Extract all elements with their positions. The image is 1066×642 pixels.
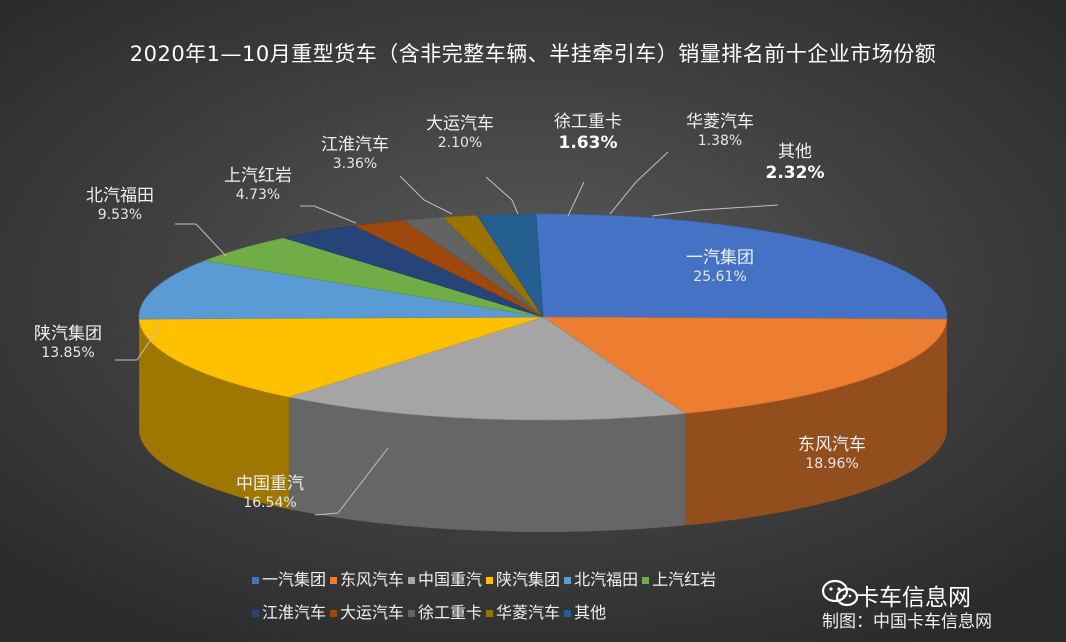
legend-item-大运汽车: 大运汽车 [330, 599, 404, 623]
legend-label: 大运汽车 [340, 603, 405, 622]
pie-side-中国重汽 [288, 397, 685, 532]
data-label-大运汽车: 大运汽车 2.10% [426, 114, 494, 153]
leader-line-江淮汽车 [399, 175, 453, 215]
leader-line-大运汽车 [485, 176, 519, 215]
legend-swatch [330, 577, 338, 584]
pie-side-陕汽集团 [139, 319, 289, 510]
data-label-value: 3.36% [332, 156, 378, 173]
legend-label: 东风汽车 [340, 570, 405, 589]
watermark: 卡车信息网 [856, 585, 971, 611]
data-label-name: 华菱汽车 [686, 112, 754, 132]
data-label-name: 一汽集团 [686, 248, 754, 268]
pie-slice-北汽福田 [138, 260, 544, 320]
data-label-value: 2.32% [765, 163, 825, 184]
legend-label: 其他 [574, 603, 607, 622]
data-label-一汽集团: 一汽集团 25.61% [686, 248, 754, 287]
legend-swatch [486, 577, 494, 584]
pie-slice-东风汽车 [542, 316, 948, 414]
leader-line-中国重汽 [314, 447, 389, 516]
pie-sides [139, 317, 947, 532]
legend-swatch [642, 577, 650, 584]
data-label-东风汽车: 东风汽车 18.96% [798, 435, 866, 474]
legend-item-中国重汽: 中国重汽 [408, 566, 482, 590]
legend-item-上汽红岩: 上汽红岩 [642, 566, 716, 590]
legend-label: 徐工重卡 [418, 603, 483, 622]
data-label-江淮汽车: 江淮汽车 3.36% [321, 135, 389, 174]
leader-line-上汽红岩 [300, 205, 357, 224]
data-label-name: 东风汽车 [798, 435, 866, 455]
legend-swatch [252, 610, 259, 617]
data-label-value: 13.85% [41, 345, 95, 362]
data-label-value: 4.73% [235, 187, 281, 204]
chart-title: 2020年1—10月重型货车（含非完整车辆、半挂牵引车）销量排名前十企业市场份额 [129, 42, 937, 66]
data-label-name: 徐工重卡 [554, 112, 622, 132]
data-label-北汽福田: 北汽福田 9.53% [86, 186, 154, 225]
data-label-name: 其他 [777, 142, 812, 162]
legend-item-陕汽集团: 陕汽集团 [486, 566, 560, 590]
data-label-value: 2.10% [437, 135, 483, 152]
pie-slice-其他 [476, 213, 544, 318]
pie-slice-一汽集团 [535, 213, 948, 320]
legend-item-徐工重卡: 徐工重卡 [408, 599, 482, 623]
legend-item-其他: 其他 [564, 599, 606, 623]
legend-item-一汽集团: 一汽集团 [252, 566, 326, 590]
legend-row-2: 江淮汽车 大运汽车 徐工重卡 华菱汽车 其他 [252, 599, 610, 623]
data-label-name: 大运汽车 [426, 114, 494, 134]
leader-line-其他 [651, 204, 779, 217]
data-label-上汽红岩: 上汽红岩 4.73% [224, 166, 292, 205]
legend-label: 上汽红岩 [652, 570, 717, 589]
legend-swatch [252, 577, 259, 584]
data-label-中国重汽: 中国重汽 16.54% [236, 474, 304, 513]
data-label-徐工重卡: 徐工重卡 1.63% [554, 112, 622, 155]
leader-lines [115, 151, 779, 516]
leader-line-北汽福田 [175, 223, 227, 257]
legend-swatch [486, 610, 494, 617]
wechat-icon [821, 579, 859, 607]
legend-label: 一汽集团 [262, 570, 327, 589]
legend-swatch [564, 610, 572, 617]
pie-slice-中国重汽 [287, 316, 686, 421]
legend-label: 北汽福田 [574, 570, 639, 589]
legend-swatch [330, 610, 338, 617]
data-label-name: 中国重汽 [236, 474, 304, 494]
data-label-华菱汽车: 华菱汽车 1.38% [686, 112, 754, 151]
legend-swatch [408, 610, 416, 617]
legend-label: 华菱汽车 [496, 603, 561, 622]
leader-line-陕汽集团 [115, 325, 161, 361]
legend-label: 江淮汽车 [262, 603, 327, 622]
data-label-name: 北汽福田 [86, 186, 154, 206]
data-label-name: 陕汽集团 [34, 324, 102, 344]
pie-side-东风汽车 [684, 319, 947, 526]
chart-credit: 制图：中国卡车信息网 [822, 612, 992, 632]
data-label-value: 1.63% [558, 133, 618, 154]
data-label-value: 16.54% [243, 495, 297, 512]
legend-swatch [564, 577, 572, 584]
data-label-陕汽集团: 陕汽集团 13.85% [34, 324, 102, 363]
data-label-value: 25.61% [693, 269, 747, 286]
legend-label: 陕汽集团 [496, 570, 561, 589]
legend-row-1: 一汽集团 东风汽车 中国重汽 陕汽集团 北汽福田 上汽红岩 [252, 566, 720, 590]
data-label-name: 江淮汽车 [321, 135, 389, 155]
data-label-value: 9.53% [97, 207, 143, 224]
pie-tops [138, 213, 948, 421]
legend-swatch [408, 577, 416, 584]
data-label-其他: 其他 2.32% [766, 142, 825, 185]
pie-slice-陕汽集团 [138, 316, 544, 398]
legend-label: 中国重汽 [418, 570, 483, 589]
legend-item-北汽福田: 北汽福田 [564, 566, 638, 590]
data-label-value: 18.96% [805, 456, 859, 473]
legend-item-江淮汽车: 江淮汽车 [252, 599, 326, 623]
data-label-value: 1.38% [697, 133, 743, 150]
data-label-name: 上汽红岩 [224, 166, 292, 186]
leader-line-徐工重卡 [567, 181, 585, 217]
legend-item-东风汽车: 东风汽车 [330, 566, 404, 590]
legend-item-华菱汽车: 华菱汽车 [486, 599, 560, 623]
leader-line-华菱汽车 [609, 151, 669, 215]
